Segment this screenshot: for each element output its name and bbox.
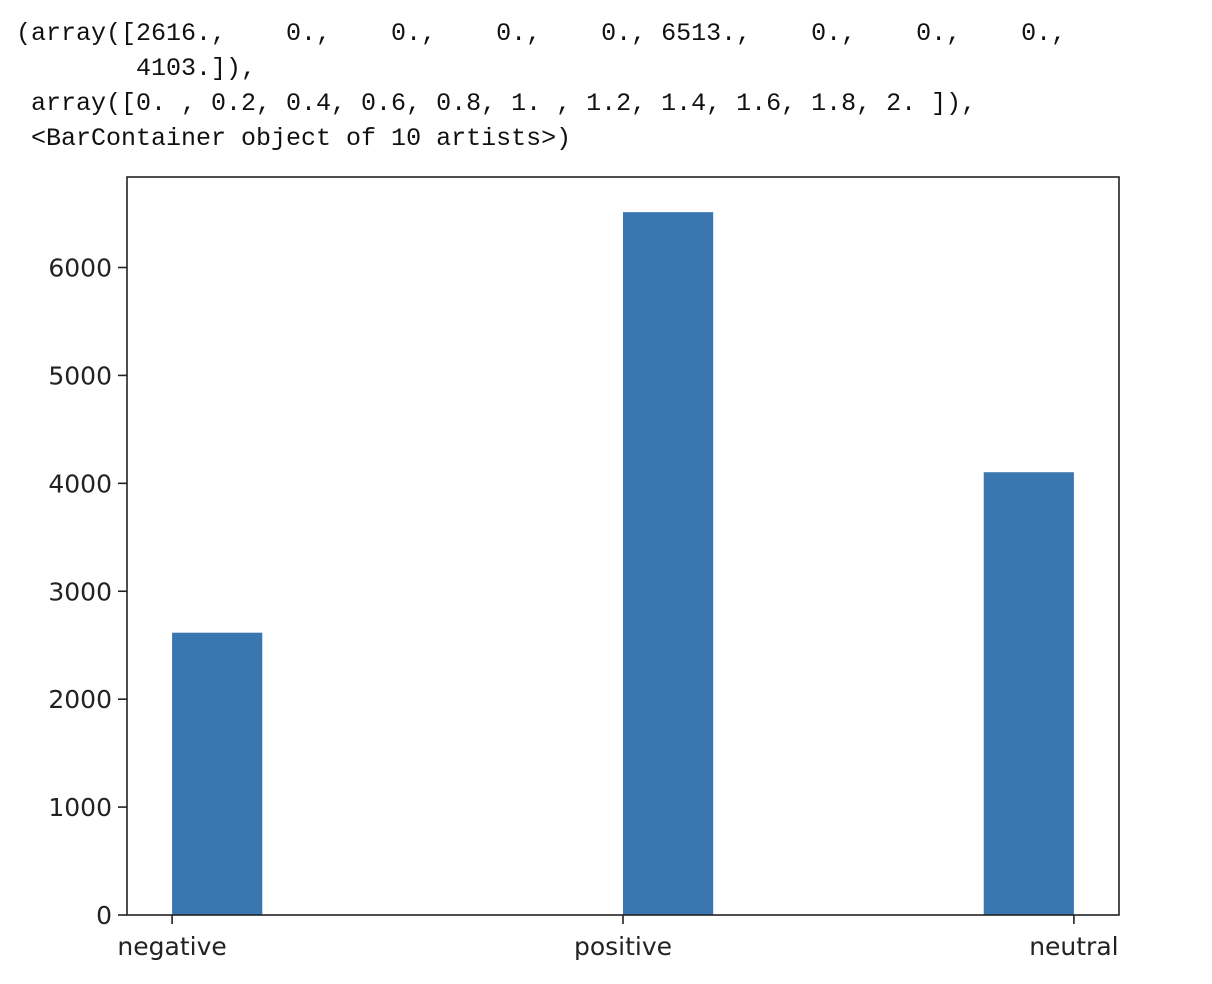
y-tick-label: 2000 <box>48 685 112 714</box>
histogram-bar <box>983 472 1074 915</box>
x-tick-label: neutral <box>1029 932 1118 961</box>
output-line: (array([2616., 0., 0., 0., 0., 6513., 0.… <box>16 19 1067 48</box>
output-line: array([0. , 0.2, 0.4, 0.6, 0.8, 1. , 1.2… <box>16 89 977 118</box>
histogram-bar <box>623 212 714 916</box>
x-tick-label: negative <box>117 932 226 961</box>
y-tick-label: 4000 <box>48 469 112 498</box>
histogram-bar <box>172 632 263 915</box>
x-tick-label: positive <box>574 932 672 961</box>
y-tick-label: 6000 <box>48 254 112 283</box>
output-line: 4103.]), <box>16 54 257 83</box>
cell-output: (array([2616., 0., 0., 0., 0., 6513., 0.… <box>16 16 1206 156</box>
y-tick-label: 1000 <box>48 793 112 822</box>
y-tick-label: 3000 <box>48 577 112 606</box>
y-tick-label: 5000 <box>48 361 112 390</box>
y-tick-label: 0 <box>96 901 112 930</box>
output-line: <BarContainer object of 10 artists>) <box>16 124 572 153</box>
